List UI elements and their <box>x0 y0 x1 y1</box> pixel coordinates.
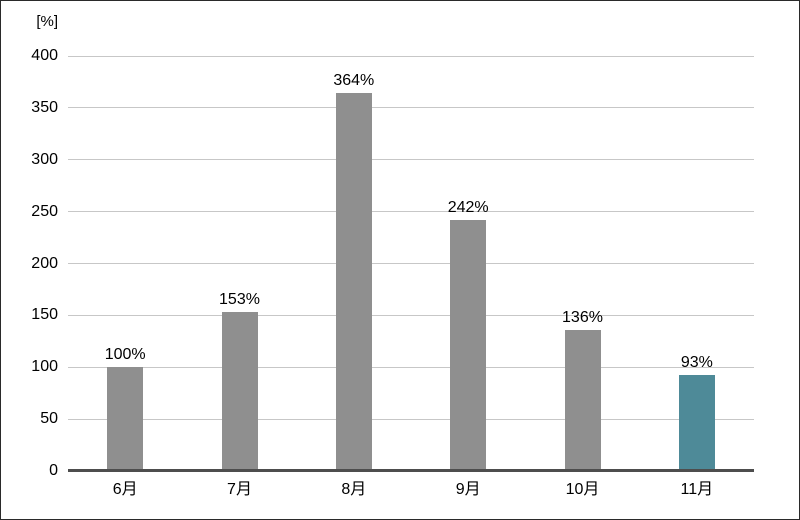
y-tick-label: 150 <box>31 306 58 324</box>
bar-value-label: 93% <box>680 353 713 371</box>
x-tick-label: 11月 <box>680 481 714 498</box>
x-axis-line <box>68 468 754 472</box>
y-tick-label: 400 <box>31 47 58 64</box>
y-tick-label: 350 <box>31 98 58 116</box>
y-tick-label: 300 <box>31 150 58 168</box>
bar-11月 <box>678 374 715 470</box>
gridline <box>68 211 754 213</box>
bar-6月 <box>107 367 144 470</box>
x-tick-label: 8月 <box>341 481 367 498</box>
y-tick-label: 200 <box>31 254 58 272</box>
gridline <box>68 418 754 420</box>
bar-9月 <box>450 219 487 470</box>
bar-10月 <box>564 329 601 470</box>
gridline <box>68 263 754 264</box>
gridline <box>68 314 754 316</box>
y-tick-label: 100 <box>31 358 58 376</box>
bar-value-label: 100% <box>104 346 146 364</box>
y-axis-unit-label: [%] <box>36 13 58 30</box>
bar-value-label: 364% <box>333 72 375 90</box>
bar-8月 <box>335 93 372 470</box>
bar-value-label: 136% <box>562 308 603 326</box>
x-tick-label: 7月 <box>227 481 252 498</box>
gridline <box>68 55 754 57</box>
y-tick-label: 50 <box>40 410 58 428</box>
gridline <box>68 366 754 368</box>
gridline <box>68 107 754 109</box>
bar-value-label: 242% <box>447 198 489 216</box>
bar-value-label: 153% <box>219 291 260 309</box>
y-tick-label: 250 <box>31 202 58 220</box>
x-tick-label: 6月 <box>112 481 138 498</box>
x-tick-label: 9月 <box>455 481 481 498</box>
gridline <box>68 159 754 161</box>
x-tick-label: 10月 <box>565 481 600 498</box>
y-tick-label: 0 <box>49 462 58 479</box>
bar-7月 <box>221 312 258 470</box>
